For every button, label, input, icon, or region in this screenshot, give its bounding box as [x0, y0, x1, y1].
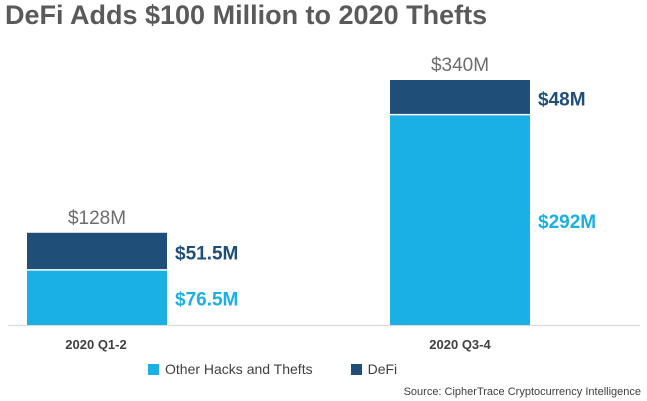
- legend-swatch-other: [148, 363, 159, 375]
- category-label-1: 2020 Q1-2: [65, 337, 126, 352]
- legend-item-defi: DeFi: [350, 361, 398, 377]
- legend-swatch-defi: [350, 363, 362, 375]
- bar-other-1: [27, 269, 167, 325]
- category-label-2: 2020 Q3-4: [429, 337, 491, 352]
- legend-label-defi: DeFi: [367, 361, 398, 377]
- total-label-1: $128M: [68, 208, 126, 229]
- data-label-defi-1: $51.5M: [175, 243, 238, 264]
- bar-defi-2: [390, 80, 530, 115]
- bar-defi-1: [27, 232, 167, 270]
- source-note: Source: CipherTrace Cryptocurrency Intel…: [403, 386, 641, 398]
- data-label-other-2: $292M: [538, 212, 596, 233]
- legend-item-other: Other Hacks and Thefts: [148, 361, 313, 377]
- legend: Other Hacks and Thefts DeFi: [148, 361, 435, 377]
- total-label-2: $340M: [431, 55, 489, 76]
- data-label-other-1: $76.5M: [175, 289, 238, 310]
- chart-title: DeFi Adds $100 Million to 2020 Thefts: [5, 0, 488, 30]
- data-label-defi-2: $48M: [538, 89, 586, 110]
- bar-other-2: [390, 114, 530, 326]
- legend-label-other: Other Hacks and Thefts: [165, 361, 313, 377]
